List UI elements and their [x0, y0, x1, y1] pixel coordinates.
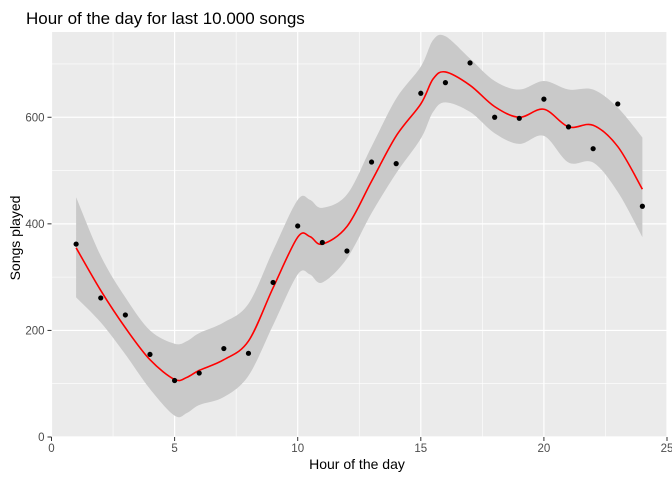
y-tick-label: 400 [25, 219, 44, 231]
x-tick-label: 0 [48, 443, 54, 455]
data-point [196, 370, 202, 376]
data-point [541, 96, 547, 102]
data-point [319, 239, 325, 246]
data-point [442, 80, 449, 86]
y-axis: 0 200 400 600 [25, 112, 52, 444]
y-tick-label: 200 [25, 325, 44, 337]
data-point [516, 115, 522, 121]
x-axis-title: Hour of the day [309, 456, 405, 472]
x-tick-label: 25 [661, 443, 672, 455]
data-point [147, 351, 153, 358]
data-point [73, 241, 79, 247]
data-point [565, 124, 572, 130]
data-point [639, 203, 645, 209]
data-point [615, 101, 621, 107]
x-axis: 0 5 10 15 20 25 [48, 437, 672, 455]
x-tick-label: 20 [538, 443, 551, 455]
data-point [270, 279, 276, 286]
y-tick-label: 600 [25, 112, 44, 124]
x-tick-label: 15 [414, 443, 427, 455]
data-point [295, 223, 301, 229]
data-point [467, 60, 473, 66]
data-point [368, 159, 375, 165]
data-point [245, 350, 252, 356]
x-tick-label: 10 [291, 443, 304, 455]
data-point [590, 146, 596, 152]
confidence-ribbon [76, 34, 643, 418]
data-point [344, 248, 350, 254]
data-point [98, 295, 104, 301]
data-point [418, 90, 424, 96]
data-point [122, 312, 128, 318]
smooth-line [75, 70, 644, 382]
y-tick-label: 0 [38, 432, 44, 444]
data-point [492, 114, 498, 120]
x-tick-label: 5 [171, 443, 177, 455]
data-point [172, 377, 178, 384]
data-points [73, 60, 645, 384]
chart-title: Hour of the day for last 10.000 songs [26, 9, 305, 28]
y-axis-title: Songs played [7, 196, 23, 281]
data-point [221, 345, 227, 352]
data-point [393, 161, 399, 167]
